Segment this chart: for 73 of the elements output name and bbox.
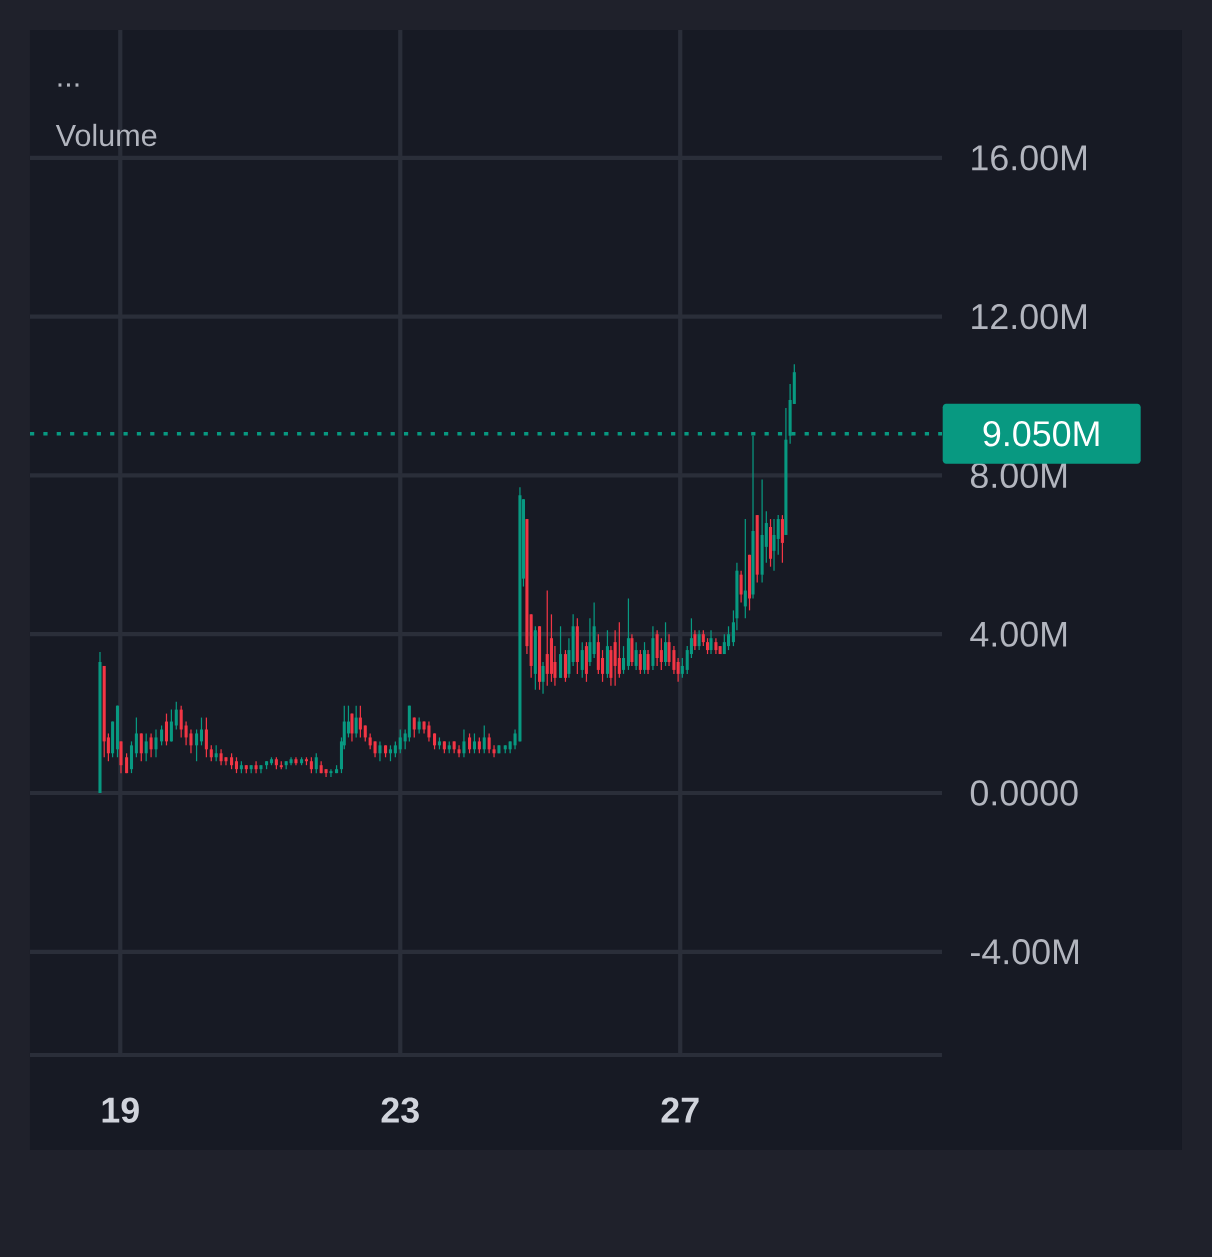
- y-tick-label: 8.00M: [970, 462, 1067, 489]
- candlestick: [726, 625, 731, 651]
- x-tick-label: 27: [661, 1097, 699, 1123]
- candlestick: [680, 657, 684, 679]
- candlestick: [149, 732, 153, 758]
- candlestick: [462, 728, 466, 758]
- candlestick: [739, 570, 743, 604]
- candlestick: [204, 716, 208, 758]
- candlestick: [398, 728, 402, 754]
- candlestick: [174, 701, 178, 731]
- candlestick: [472, 732, 476, 754]
- candlestick: [427, 720, 431, 743]
- ref-line-label: 9.050M: [983, 421, 1099, 447]
- candlestick: [588, 617, 592, 667]
- candlestick: [622, 645, 626, 675]
- annotation: Volume: [55, 123, 157, 147]
- candlestick: [567, 637, 571, 679]
- candlestick: [314, 752, 318, 774]
- candlestick: [354, 705, 358, 739]
- candlestick: [659, 637, 663, 671]
- candlestick: [676, 657, 680, 683]
- candlestick: [697, 629, 701, 651]
- candlestick: [487, 732, 491, 754]
- candlestick: [693, 629, 697, 651]
- x-tick-label: 23: [381, 1097, 419, 1123]
- candlestick: [545, 589, 549, 687]
- candlestick: [134, 716, 138, 758]
- candlestick: [776, 514, 780, 556]
- candlestick: [563, 649, 567, 683]
- candlestick: [630, 633, 634, 667]
- candlestick: [129, 740, 134, 774]
- y-tick-label: 16.00M: [972, 145, 1086, 171]
- y-tick-label: 0.0000: [970, 780, 1078, 806]
- candlestick: [179, 705, 183, 739]
- annotation: ...: [58, 83, 79, 87]
- candlestick: [642, 641, 647, 675]
- candlestick: [199, 716, 204, 746]
- candlestick: [709, 629, 713, 655]
- candlestick: [160, 724, 164, 746]
- candlestick: [154, 728, 158, 758]
- candlestick: [613, 629, 617, 687]
- candlestick: [638, 649, 642, 675]
- candlestick: [144, 732, 148, 762]
- candlestick: [617, 621, 621, 679]
- candlestick: [468, 732, 472, 754]
- y-tick-label: 12.00M: [972, 303, 1086, 330]
- candlestick: [482, 724, 486, 754]
- candlestick: [667, 633, 671, 667]
- candlestick: [772, 518, 776, 572]
- candlestick: [350, 712, 354, 743]
- candlestick: [195, 728, 199, 762]
- candlestick: [169, 709, 173, 743]
- candlestick: [378, 740, 382, 762]
- candlestick: [663, 621, 668, 667]
- x-tick-label: 19: [102, 1097, 139, 1123]
- candlestick: [189, 728, 193, 754]
- candlestick: [457, 744, 461, 758]
- candlestick: [580, 641, 584, 679]
- candlestick: [139, 732, 143, 762]
- candlestick: [780, 514, 784, 564]
- candlestick: [743, 518, 747, 619]
- candlestick: [492, 744, 496, 758]
- candlestick: [119, 740, 123, 774]
- candlestick: [541, 661, 545, 695]
- candlestick: [164, 712, 169, 746]
- candlestick: [634, 641, 638, 671]
- candlestick: [646, 649, 650, 675]
- y-tick-label: 4.00M: [970, 621, 1067, 647]
- candlestick: [329, 768, 333, 778]
- candlestick: [655, 629, 659, 667]
- candlestick: [254, 760, 258, 774]
- y-tick-label: -4.00M: [971, 939, 1079, 965]
- candlestick: [558, 625, 563, 679]
